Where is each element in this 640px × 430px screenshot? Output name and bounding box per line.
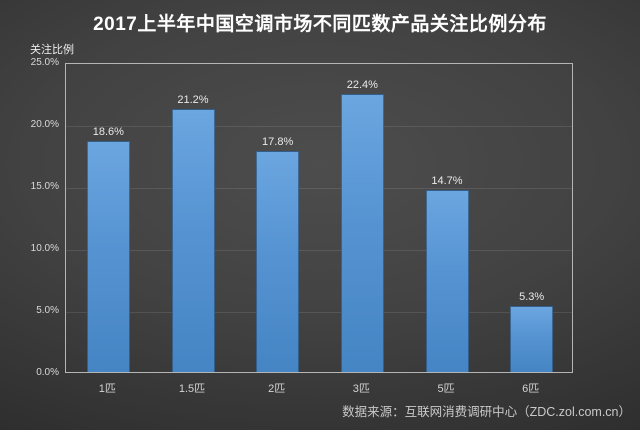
bar-2匹 [256,151,300,372]
bar-value-label: 14.7% [431,174,463,187]
chart-title: 2017上半年中国空调市场不同匹数产品关注比例分布 [93,14,547,35]
bar-value-label: 18.6% [92,126,124,139]
bar-value-label: 21.2% [177,94,209,107]
x-tick-label: 1匹 [98,383,116,395]
bar-value-label: 5.3% [519,291,545,304]
gridline [66,188,572,189]
y-tick-label: 25.0% [30,57,59,68]
y-tick-label: 15.0% [30,181,59,192]
bar-6匹 [510,306,554,372]
bar-5匹 [425,189,469,372]
x-tick-label: 3匹 [352,383,370,395]
gridline [66,312,572,313]
y-axis-label: 关注比例 [30,44,74,56]
y-tick-label: 0.0% [36,367,59,378]
gridline [66,126,572,127]
plot-area: 18.6% 21.2% 17.8% 22.4% 14.7% 5.3% [65,63,573,373]
bar-1匹 [86,141,130,372]
x-tick-label: 6匹 [522,383,540,395]
bar-3匹 [340,94,384,372]
y-tick-label: 5.0% [36,305,59,316]
gridline [66,250,572,251]
bar-value-label: 17.8% [262,136,294,149]
x-tick-label: 5匹 [437,383,455,395]
y-tick-label: 10.0% [30,243,59,254]
x-tick-label: 1.5匹 [178,383,206,395]
bar-1.5匹 [171,109,215,372]
bar-value-label: 22.4% [346,79,378,92]
x-tick-label: 2匹 [268,383,286,395]
y-tick-label: 20.0% [30,119,59,130]
data-source-note: 数据来源：互联网消费调研中心（ZDC.zol.com.cn） [342,405,631,419]
